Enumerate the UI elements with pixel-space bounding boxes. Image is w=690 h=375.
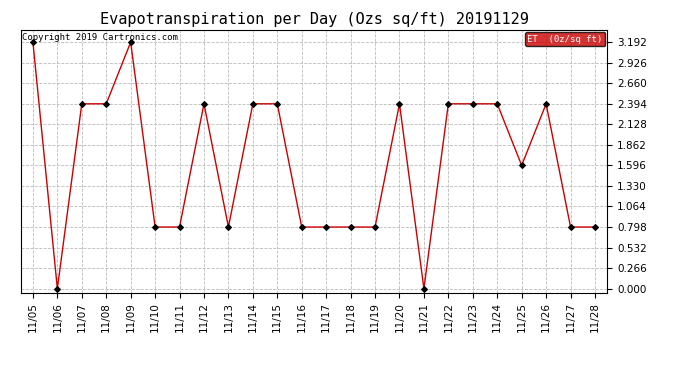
Point — [370, 224, 381, 230]
Point — [345, 224, 356, 230]
Point — [321, 224, 332, 230]
Point — [394, 101, 405, 107]
Point — [125, 39, 136, 45]
Legend: ET  (0z/sq ft): ET (0z/sq ft) — [524, 32, 605, 46]
Point — [296, 224, 307, 230]
Point — [28, 39, 39, 45]
Point — [492, 101, 503, 107]
Point — [272, 101, 283, 107]
Point — [52, 286, 63, 292]
Point — [199, 101, 210, 107]
Text: Copyright 2019 Cartronics.com: Copyright 2019 Cartronics.com — [22, 33, 178, 42]
Point — [101, 101, 112, 107]
Point — [589, 224, 600, 230]
Point — [174, 224, 185, 230]
Point — [150, 224, 161, 230]
Point — [77, 101, 88, 107]
Point — [247, 101, 258, 107]
Point — [443, 101, 454, 107]
Title: Evapotranspiration per Day (Ozs sq/ft) 20191129: Evapotranspiration per Day (Ozs sq/ft) 2… — [99, 12, 529, 27]
Point — [418, 286, 429, 292]
Point — [540, 101, 551, 107]
Point — [223, 224, 234, 230]
Point — [467, 101, 478, 107]
Point — [565, 224, 576, 230]
Point — [516, 162, 527, 168]
